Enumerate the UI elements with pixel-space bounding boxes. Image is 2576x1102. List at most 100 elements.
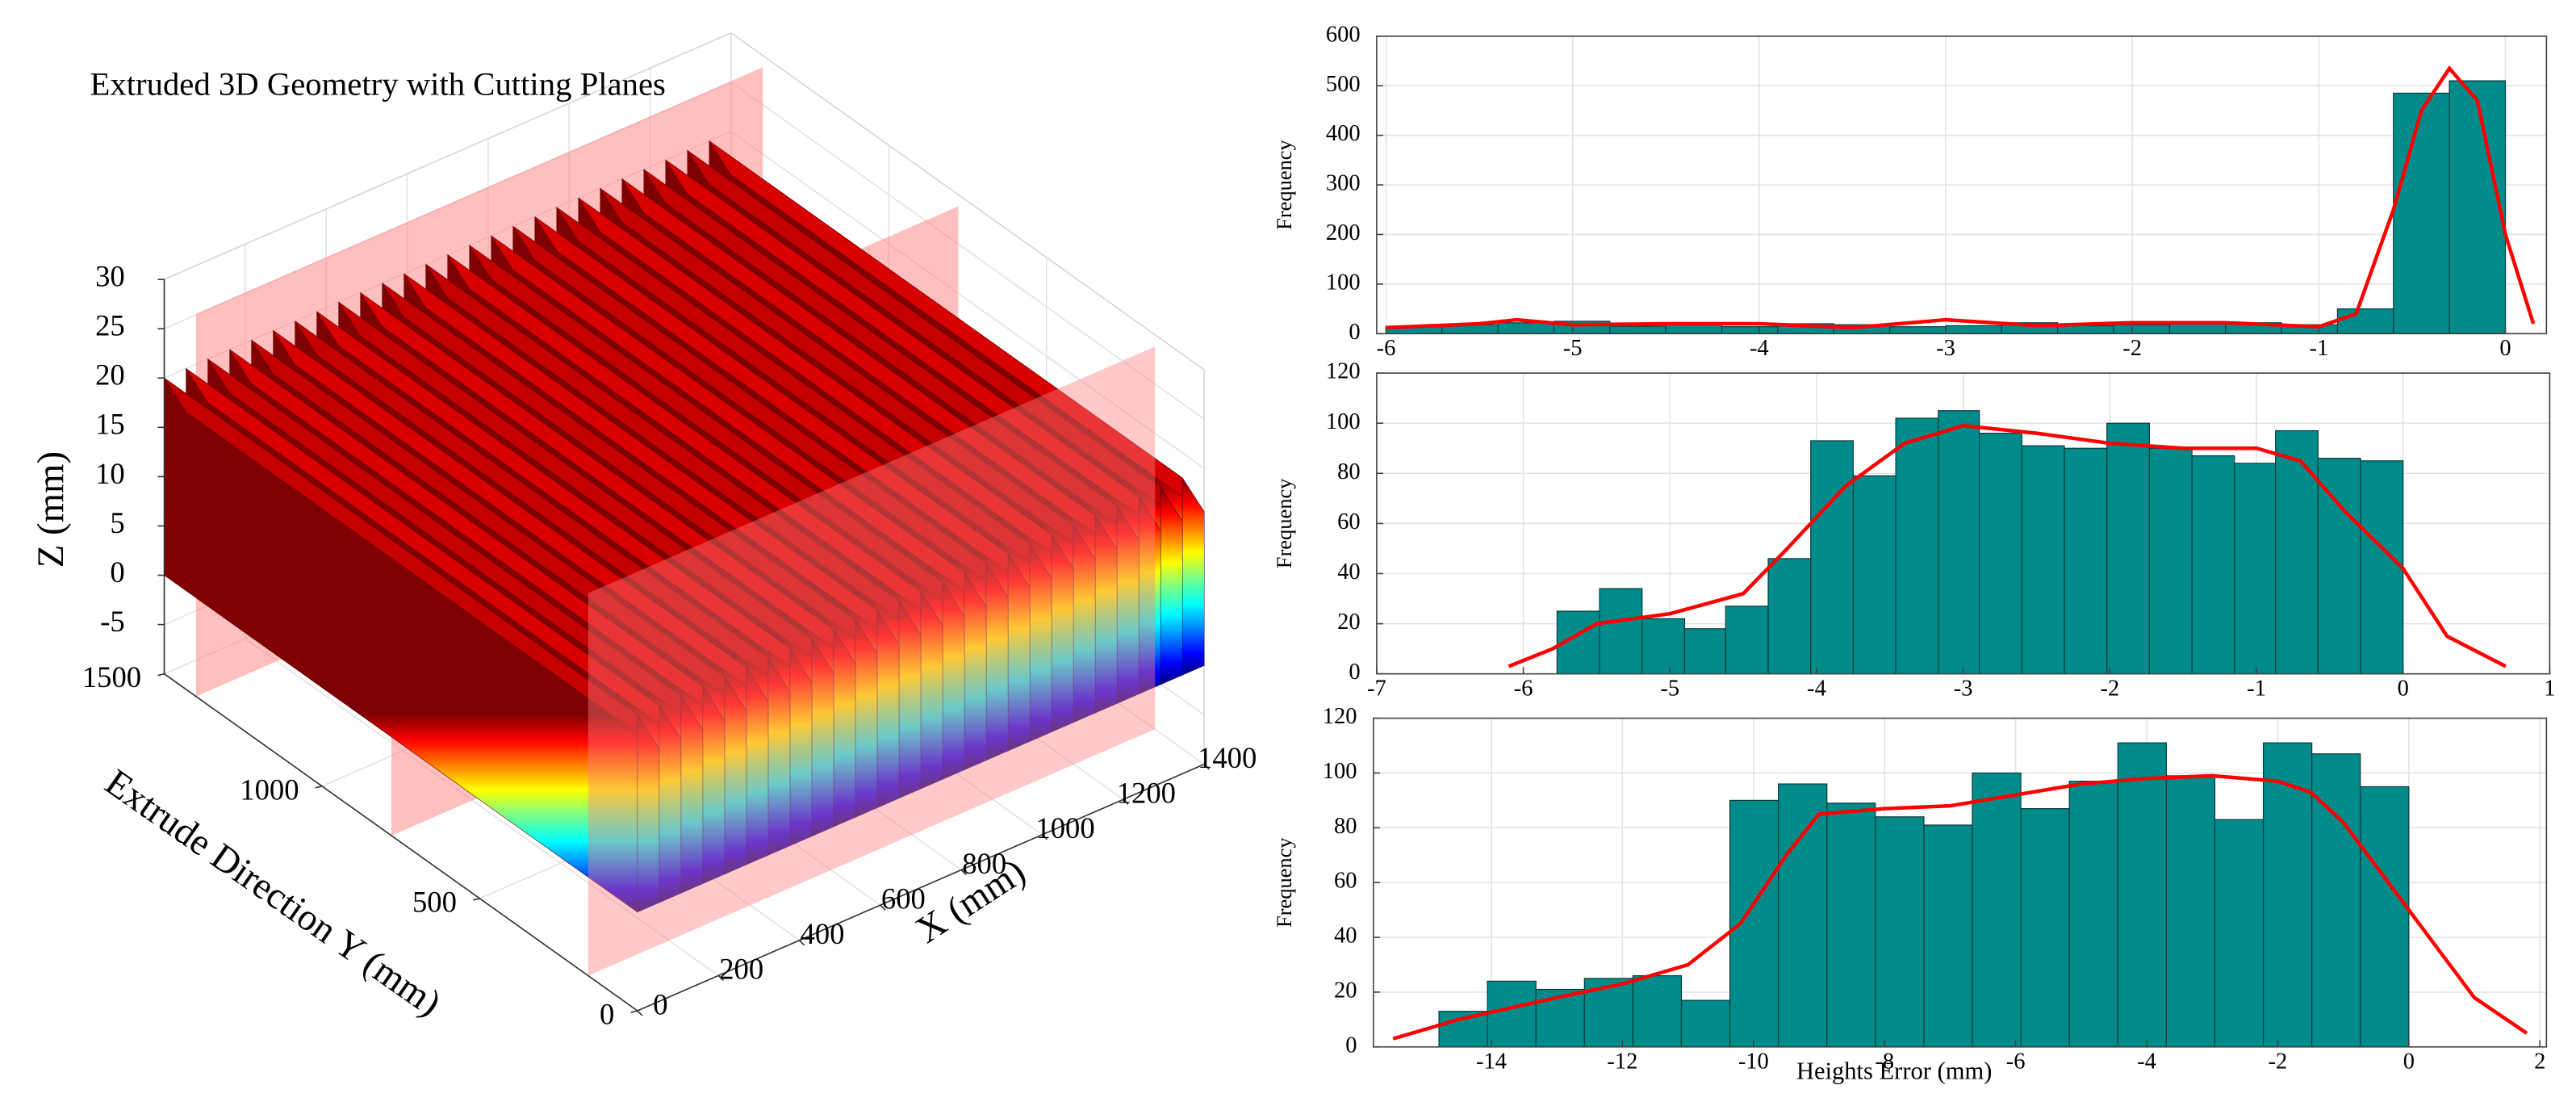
- y-tick-label: 1500: [82, 660, 141, 693]
- bar: [1979, 433, 2022, 675]
- y-tick-label: 0: [600, 998, 614, 1031]
- z-tick-label: 20: [95, 358, 125, 392]
- y-tick: [157, 673, 165, 677]
- bar: [2106, 422, 2151, 675]
- bar: [2148, 447, 2193, 675]
- bar: [1895, 417, 1939, 675]
- y-tick-label: 80: [1334, 814, 1357, 839]
- bar: [2448, 80, 2507, 334]
- x-axis: [637, 763, 1205, 1012]
- y-axis-label: Frequency: [1272, 139, 1296, 229]
- bar: [2317, 458, 2361, 675]
- grid-line: [730, 131, 1205, 469]
- x-tick: [798, 940, 805, 946]
- x-tick-label: -8: [1875, 1050, 1894, 1075]
- chart-title: Extruded 3D Geometry with Cutting Planes: [90, 65, 666, 102]
- x-tick: [880, 904, 886, 911]
- x-tick-label: -5: [1660, 677, 1679, 702]
- y-tick-label: 1000: [240, 773, 299, 806]
- y-tick-label: 100: [1326, 270, 1361, 295]
- bar: [1725, 605, 1769, 675]
- y-tick: [315, 785, 323, 789]
- y-axis-label: Frequency: [1272, 837, 1296, 928]
- y-tick-label: 20: [1334, 978, 1357, 1003]
- x-tick-label: 1400: [1198, 741, 1257, 774]
- x-tick-label: 0: [2499, 336, 2511, 361]
- x-tick-label: -3: [1954, 677, 1973, 702]
- x-tick-label: -1: [2247, 677, 2266, 702]
- y-tick-label: 200: [1326, 220, 1361, 245]
- x-tick-label: -1: [2309, 336, 2328, 361]
- bar: [1810, 440, 1855, 675]
- x-tick: [1041, 834, 1048, 840]
- bar: [1632, 974, 1683, 1048]
- z-tick-label: 10: [95, 457, 125, 490]
- x-tick-label: 2: [2534, 1050, 2545, 1075]
- x-tick: [960, 869, 967, 876]
- x-tick-label: -6: [1377, 336, 1396, 361]
- y-axis: [164, 673, 638, 1012]
- bar: [1497, 322, 1555, 334]
- bar: [1487, 980, 1537, 1048]
- bar: [1767, 558, 1812, 675]
- bar: [1665, 324, 1723, 334]
- bar: [1852, 475, 1896, 675]
- y-tick-label: 500: [1326, 72, 1361, 97]
- x-tick-label: 1: [2544, 677, 2555, 702]
- y-tick-label: 120: [1323, 704, 1357, 729]
- x-tick-label: -7: [1367, 677, 1386, 702]
- bar: [2021, 445, 2065, 675]
- box-edge: [730, 32, 1205, 371]
- bar: [2064, 447, 2108, 675]
- bar: [1945, 325, 2002, 334]
- z-tick-label: 25: [95, 309, 125, 342]
- y-tick-label: 600: [1326, 22, 1361, 47]
- y-tick-label: 500: [412, 885, 457, 918]
- x-axis-label: Heights Error (mm): [1796, 1057, 1992, 1084]
- x-tick-label: -5: [1563, 336, 1583, 361]
- y-tick-label: 400: [1326, 121, 1361, 146]
- z-tick-label: 30: [95, 260, 125, 293]
- x-tick: [1203, 764, 1210, 770]
- x-tick-label: 0: [2403, 1050, 2415, 1075]
- x-tick-label: 0: [653, 987, 667, 1020]
- bar: [2275, 429, 2319, 675]
- fin-front: [637, 714, 660, 913]
- bar: [1683, 628, 1726, 675]
- y-tick-label: 0: [1349, 320, 1360, 345]
- bar: [2336, 308, 2394, 334]
- x-tick-label: 1000: [1035, 811, 1094, 844]
- z-axis-label: Z (mm): [30, 451, 72, 568]
- bar: [2165, 775, 2216, 1048]
- x-tick-label: -2: [2100, 677, 2119, 702]
- x-tick-label: -4: [2137, 1050, 2156, 1075]
- kde-line: [1508, 424, 2507, 668]
- x-tick-label: -12: [1607, 1050, 1637, 1075]
- bar: [2168, 323, 2227, 334]
- z-tick-label: -5: [100, 605, 125, 638]
- bar: [1599, 588, 1643, 675]
- y-tick-label: 120: [1326, 359, 1361, 384]
- x-tick-label: -2: [2269, 1050, 2288, 1075]
- bar: [2191, 455, 2235, 675]
- z-tick-label: 15: [95, 408, 125, 441]
- z-tick-label: 5: [110, 506, 124, 539]
- x-tick-label: -4: [1807, 677, 1826, 702]
- x-tick-label: -3: [1936, 336, 1955, 361]
- bar: [1923, 824, 1973, 1048]
- y-tick-label: 60: [1337, 509, 1361, 534]
- x-tick-label: -14: [1476, 1050, 1507, 1075]
- x-tick-label: 600: [881, 882, 926, 915]
- x-tick-label: -6: [1514, 677, 1533, 702]
- bar: [2360, 460, 2404, 675]
- x-tick-label: -10: [1738, 1050, 1769, 1075]
- x-tick: [637, 1010, 643, 1016]
- box-edge: [164, 31, 732, 280]
- bar: [2113, 324, 2171, 334]
- bar: [1938, 410, 1980, 675]
- y-tick-label: 100: [1323, 759, 1357, 784]
- y-tick: [473, 898, 480, 901]
- y-tick-label: 40: [1334, 924, 1357, 949]
- bar: [2020, 807, 2070, 1048]
